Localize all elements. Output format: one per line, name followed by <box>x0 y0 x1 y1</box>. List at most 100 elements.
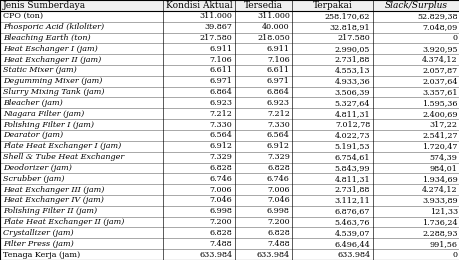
Text: 4.933,36: 4.933,36 <box>334 77 369 85</box>
Text: 6.564: 6.564 <box>266 131 289 139</box>
Text: Tenaga Kerja (jam): Tenaga Kerja (jam) <box>3 251 80 259</box>
Text: 6.611: 6.611 <box>266 66 289 74</box>
Text: 3.112,11: 3.112,11 <box>334 196 369 204</box>
Text: 991,56: 991,56 <box>429 240 457 248</box>
Text: 6.998: 6.998 <box>266 207 289 215</box>
Text: 2.057,87: 2.057,87 <box>422 66 457 74</box>
Text: 32.818,91: 32.818,91 <box>329 23 369 31</box>
Text: 0: 0 <box>452 251 457 259</box>
Text: 7.200: 7.200 <box>267 218 289 226</box>
Text: 1.736,24: 1.736,24 <box>421 218 457 226</box>
Text: 3.933,89: 3.933,89 <box>421 196 457 204</box>
Text: 7.106: 7.106 <box>209 56 232 64</box>
Text: 3.506,39: 3.506,39 <box>334 88 369 96</box>
Text: 0: 0 <box>452 34 457 42</box>
Text: Plate Heat Exchanger I (jam): Plate Heat Exchanger I (jam) <box>3 142 121 150</box>
Text: Plate Heat Exchanger II (jam): Plate Heat Exchanger II (jam) <box>3 218 124 226</box>
Text: 2.731,88: 2.731,88 <box>334 56 369 64</box>
Text: 2.990,05: 2.990,05 <box>334 45 369 53</box>
Text: 7.212: 7.212 <box>266 110 289 118</box>
Text: 7.488: 7.488 <box>267 240 289 248</box>
Text: 4.539,07: 4.539,07 <box>334 229 369 237</box>
Text: Filter Press (jam): Filter Press (jam) <box>3 240 73 248</box>
Text: 7.329: 7.329 <box>209 153 232 161</box>
Text: 6.971: 6.971 <box>209 77 232 85</box>
Text: 218.050: 218.050 <box>257 34 289 42</box>
Text: 6.911: 6.911 <box>266 45 289 53</box>
Text: 7.330: 7.330 <box>267 121 289 129</box>
Text: 6.746: 6.746 <box>209 175 232 183</box>
Text: Heat Eschanger I (jam): Heat Eschanger I (jam) <box>3 45 97 53</box>
Text: 6.911: 6.911 <box>209 45 232 53</box>
Text: Polishing Filter I (jam): Polishing Filter I (jam) <box>3 121 94 129</box>
Text: 7.006: 7.006 <box>267 186 289 194</box>
Text: 7.200: 7.200 <box>209 218 232 226</box>
Text: 5.463,76: 5.463,76 <box>334 218 369 226</box>
Text: 2.541,27: 2.541,27 <box>421 131 457 139</box>
Text: 7.012,78: 7.012,78 <box>334 121 369 129</box>
Text: 4.811,31: 4.811,31 <box>334 175 369 183</box>
Text: Heat Exchanger II (jam): Heat Exchanger II (jam) <box>3 56 101 64</box>
Text: 258.170,62: 258.170,62 <box>324 12 369 20</box>
Text: 6.998: 6.998 <box>209 207 232 215</box>
Text: 7.329: 7.329 <box>266 153 289 161</box>
Text: 633.984: 633.984 <box>336 251 369 259</box>
Text: 633.984: 633.984 <box>256 251 289 259</box>
Text: 7.006: 7.006 <box>209 186 232 194</box>
Text: Bleaching Earth (ton): Bleaching Earth (ton) <box>3 34 90 42</box>
Text: 3.357,61: 3.357,61 <box>421 88 457 96</box>
Text: 574,39: 574,39 <box>429 153 457 161</box>
Text: 6.611: 6.611 <box>209 66 232 74</box>
Text: Kondisi Aktual: Kondisi Aktual <box>165 1 232 10</box>
Text: 6.828: 6.828 <box>209 164 232 172</box>
Text: 3.920,95: 3.920,95 <box>421 45 457 53</box>
Text: 4.022,73: 4.022,73 <box>334 131 369 139</box>
Text: 217.580: 217.580 <box>199 34 232 42</box>
Text: 6.828: 6.828 <box>209 229 232 237</box>
Text: Tersedia: Tersedia <box>243 1 282 10</box>
Text: 6.864: 6.864 <box>209 88 232 96</box>
Text: 5.843,99: 5.843,99 <box>334 164 369 172</box>
Text: 1.720,47: 1.720,47 <box>421 142 457 150</box>
Text: 4.811,31: 4.811,31 <box>334 110 369 118</box>
Bar <box>0 0 459 11</box>
Text: 52.829,38: 52.829,38 <box>416 12 457 20</box>
Text: 6.496,44: 6.496,44 <box>334 240 369 248</box>
Text: 6.912: 6.912 <box>266 142 289 150</box>
Text: 6.754,61: 6.754,61 <box>334 153 369 161</box>
Text: 1.595,36: 1.595,36 <box>421 99 457 107</box>
Text: 5.191,53: 5.191,53 <box>334 142 369 150</box>
Text: 7.106: 7.106 <box>267 56 289 64</box>
Text: 7.046: 7.046 <box>267 196 289 204</box>
Text: Terpakai: Terpakai <box>312 1 352 10</box>
Text: 6.746: 6.746 <box>266 175 289 183</box>
Text: 2.400,69: 2.400,69 <box>421 110 457 118</box>
Text: Jenis Sumberdaya: Jenis Sumberdaya <box>3 1 86 10</box>
Text: Static Mixer (jam): Static Mixer (jam) <box>3 66 76 74</box>
Text: 7.048,09: 7.048,09 <box>421 23 457 31</box>
Text: 40.000: 40.000 <box>262 23 289 31</box>
Text: Deodorizer (jam): Deodorizer (jam) <box>3 164 72 172</box>
Text: 7.046: 7.046 <box>209 196 232 204</box>
Text: CPO (ton): CPO (ton) <box>3 12 43 20</box>
Text: 6.864: 6.864 <box>266 88 289 96</box>
Text: 311.000: 311.000 <box>257 12 289 20</box>
Text: Heat Exchanger III (jam): Heat Exchanger III (jam) <box>3 186 104 194</box>
Text: 6.876,67: 6.876,67 <box>334 207 369 215</box>
Text: 6.923: 6.923 <box>266 99 289 107</box>
Text: 6.912: 6.912 <box>209 142 232 150</box>
Text: Slurry Mixing Tank (jam): Slurry Mixing Tank (jam) <box>3 88 104 96</box>
Text: Heat Exchanger IV (jam): Heat Exchanger IV (jam) <box>3 196 103 204</box>
Text: 121,33: 121,33 <box>429 207 457 215</box>
Text: 4.553,13: 4.553,13 <box>334 66 369 74</box>
Text: 7.212: 7.212 <box>209 110 232 118</box>
Text: Shell & Tube Heat Exchanger: Shell & Tube Heat Exchanger <box>3 153 124 161</box>
Text: 2.288,93: 2.288,93 <box>421 229 457 237</box>
Text: Slack/Surplus: Slack/Surplus <box>384 1 447 10</box>
Text: 6.564: 6.564 <box>209 131 232 139</box>
Text: 317,22: 317,22 <box>429 121 457 129</box>
Text: Crystallizer (jam): Crystallizer (jam) <box>3 229 73 237</box>
Text: Dearator (jam): Dearator (jam) <box>3 131 63 139</box>
Text: 5.327,64: 5.327,64 <box>334 99 369 107</box>
Text: 6.923: 6.923 <box>209 99 232 107</box>
